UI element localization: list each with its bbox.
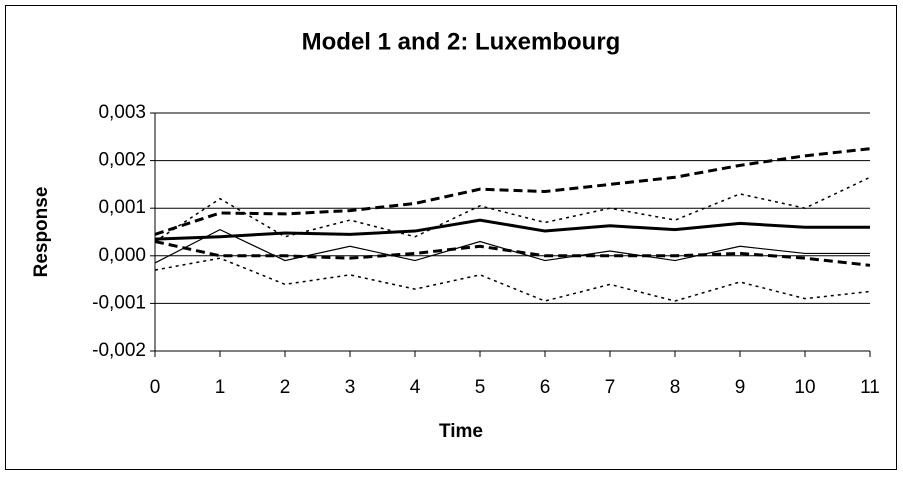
series-line [154, 147, 871, 236]
x-axis-label: Time [439, 421, 483, 442]
x-tick-label: 7 [605, 377, 616, 398]
x-tick-label: 6 [540, 377, 551, 398]
x-tick-label: 5 [475, 377, 486, 398]
x-tick-label: 4 [410, 377, 421, 398]
x-tick-label: 10 [794, 377, 815, 398]
x-tick-label: 0 [150, 377, 161, 398]
series-line [154, 257, 871, 302]
y-tick-label: -0,001 [92, 292, 146, 313]
x-tick-label: 2 [280, 377, 291, 398]
series-line [154, 240, 871, 267]
y-tick-label: 0,000 [98, 245, 146, 266]
y-tick-label: 0,002 [98, 150, 146, 171]
x-tick-label: 8 [670, 377, 681, 398]
y-tick-label: 0,003 [98, 102, 146, 123]
x-tick-label: 1 [215, 377, 226, 398]
series-line [154, 218, 870, 241]
x-tick-label: 9 [735, 377, 746, 398]
x-tick-label: 11 [860, 377, 880, 398]
chart-title: Model 1 and 2: Luxembourg [302, 28, 621, 55]
y-tick-label: -0,002 [92, 340, 146, 361]
chart-border [5, 5, 897, 470]
series-line [154, 176, 871, 243]
x-tick-label: 3 [345, 377, 356, 398]
y-tick-label: 0,001 [98, 197, 146, 218]
y-axis-label: Response [31, 187, 52, 278]
